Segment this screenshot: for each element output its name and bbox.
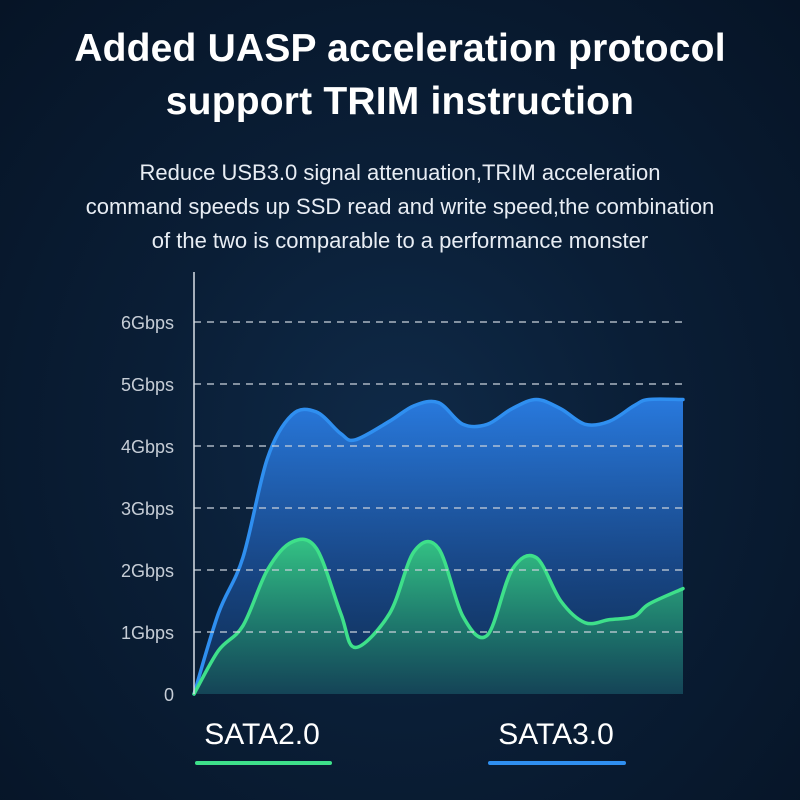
- subtitle-line-3: of the two is comparable to a performanc…: [151, 228, 649, 253]
- y-tick-label-0: 0: [164, 685, 174, 705]
- legend-label-sata3-0: SATA3.0: [498, 718, 614, 751]
- legend-label-sata2-0: SATA2.0: [204, 718, 320, 751]
- headline-line-1: Added UASP acceleration protocol: [74, 27, 726, 70]
- y-tick-label-2: 2Gbps: [121, 561, 174, 581]
- y-tick-label-5: 5Gbps: [121, 375, 174, 395]
- series-line-sata3-0: [192, 397, 685, 696]
- y-tick-label-4: 4Gbps: [121, 437, 174, 457]
- y-tick-label-3: 3Gbps: [121, 499, 174, 519]
- subtitle: Reduce USB3.0 signal attenuation,TRIM ac…: [0, 156, 800, 258]
- headline-line-2: support TRIM instruction: [165, 80, 635, 123]
- series-line-sata2-0: [192, 537, 685, 696]
- subtitle-line-1: Reduce USB3.0 signal attenuation,TRIM ac…: [139, 160, 661, 185]
- subtitle-line-2: command speeds up SSD read and write spe…: [85, 194, 715, 219]
- y-tick-label-1: 1Gbps: [121, 623, 174, 643]
- series-area-sata2-0: [194, 539, 683, 694]
- y-tick-label-6: 6Gbps: [121, 313, 174, 333]
- headline: Added UASP acceleration protocol support…: [0, 22, 800, 128]
